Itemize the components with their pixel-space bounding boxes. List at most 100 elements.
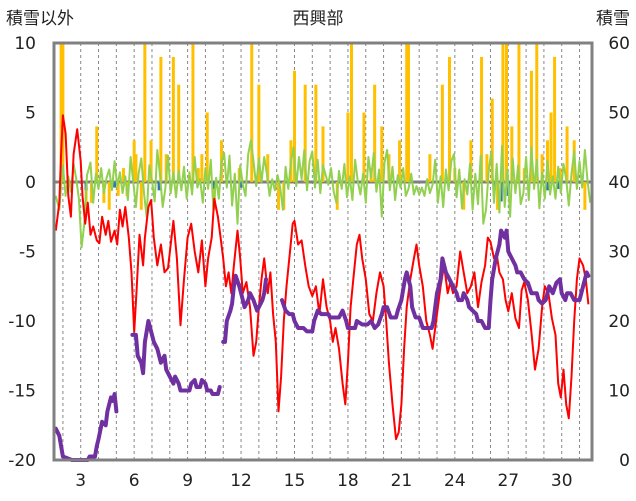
series-temperature-line — [54, 114, 590, 441]
x-tick-label: 3 — [75, 471, 86, 491]
bar — [196, 168, 200, 182]
bar — [517, 43, 521, 182]
bar — [303, 84, 307, 182]
bar — [292, 70, 296, 182]
series-wind-line — [54, 139, 592, 249]
bar — [177, 84, 181, 182]
bar — [239, 182, 243, 188]
bar — [440, 84, 444, 182]
bar — [159, 56, 163, 182]
y-tick-label-left: -10 — [8, 312, 36, 332]
bar — [149, 140, 153, 182]
bar — [380, 126, 384, 182]
bar — [373, 84, 377, 182]
bar — [346, 112, 350, 182]
x-tick-label: 27 — [497, 471, 519, 491]
y-tick-label-left: -5 — [19, 243, 36, 263]
bar — [134, 154, 138, 182]
x-tick-label: 18 — [337, 471, 359, 491]
bar — [485, 154, 489, 182]
bar — [490, 98, 494, 182]
x-ticks: 3 6 9 12 15 18 21 24 27 30 — [75, 471, 572, 491]
y-axis-label-right: 積雪 — [596, 9, 630, 29]
bar — [157, 182, 161, 191]
x-tick-label: 21 — [391, 471, 413, 491]
bar — [143, 43, 147, 182]
bar — [205, 112, 209, 182]
y-tick-label-left: 5 — [25, 104, 36, 124]
bar — [583, 182, 587, 210]
y-tick-label-left: -15 — [8, 382, 36, 402]
y-tick-label-left: 10 — [14, 34, 36, 54]
bar — [314, 84, 318, 182]
bar — [321, 126, 325, 182]
bar — [200, 154, 204, 182]
bar — [171, 56, 175, 182]
bar — [469, 140, 473, 182]
bar — [549, 112, 553, 182]
y-tick-label-right: 50 — [608, 104, 630, 124]
y-tick-label-right: 10 — [608, 382, 630, 402]
series-segment — [53, 392, 119, 462]
bar — [212, 182, 216, 189]
bar — [121, 168, 125, 182]
bar — [89, 182, 93, 203]
bar — [250, 43, 254, 182]
bar — [501, 43, 505, 182]
x-tick-label: 12 — [230, 471, 252, 491]
bar — [407, 43, 411, 182]
bar — [191, 43, 195, 182]
bar — [276, 182, 280, 210]
y-tick-label-left: -20 — [8, 451, 36, 471]
series-segment — [280, 228, 591, 334]
bar — [480, 56, 484, 182]
bar — [510, 126, 514, 182]
bar — [132, 140, 136, 182]
bar — [139, 182, 143, 210]
y-tick-label-right: 30 — [608, 243, 630, 263]
x-tick-label: 6 — [129, 471, 140, 491]
bar — [350, 43, 354, 182]
bar — [535, 43, 539, 182]
bar — [59, 43, 63, 182]
y-tick-label-right: 0 — [619, 451, 630, 471]
series-line — [54, 114, 590, 441]
bar — [257, 84, 261, 182]
y-tick-label-right: 40 — [608, 173, 630, 193]
plot-frame — [52, 41, 594, 462]
series-segment — [221, 273, 268, 344]
bar — [447, 56, 451, 182]
y-ticks-right: 60 50 40 30 20 10 0 — [608, 34, 630, 471]
x-tick-label: 9 — [182, 471, 193, 491]
y-tick-label-right: 60 — [608, 34, 630, 54]
x-tick-label: 15 — [284, 471, 306, 491]
bar — [504, 43, 508, 182]
bar — [556, 182, 560, 189]
bar — [565, 126, 569, 182]
bar — [113, 182, 117, 188]
series-line — [54, 139, 592, 249]
bar — [428, 154, 432, 182]
bar — [553, 56, 557, 182]
bar — [529, 70, 533, 182]
bar — [266, 154, 270, 182]
x-tick-label: 30 — [551, 471, 573, 491]
series-segment — [130, 319, 222, 396]
bar — [362, 112, 366, 182]
y-tick-label-left: 0 — [25, 173, 36, 193]
series-snow-depth-line — [53, 228, 591, 462]
bar — [95, 126, 99, 182]
bar — [540, 154, 544, 182]
bar — [116, 182, 120, 196]
y-axis-label-left: 積雪以外 — [6, 9, 74, 29]
bar — [398, 140, 402, 182]
bar — [61, 43, 65, 182]
bar — [107, 182, 111, 210]
bar — [545, 182, 549, 191]
chart-title: 西興部 — [293, 9, 344, 29]
y-ticks-left: 10 5 0 -5 -10 -15 -20 — [8, 34, 36, 471]
y-tick-label-right: 20 — [608, 312, 630, 332]
bar — [405, 43, 409, 182]
